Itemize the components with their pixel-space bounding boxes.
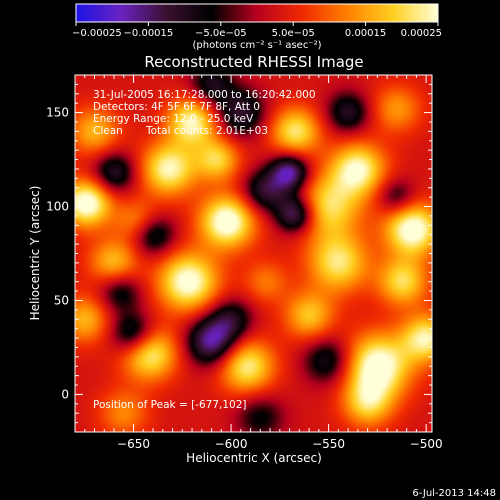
x-tick-label: −550 — [312, 437, 345, 451]
chart-title: Reconstructed RHESSI Image — [144, 53, 363, 71]
colorbar: −0.00025 −0.00015 −5.0e−05 5.0e−05 0.00015 0.… — [72, 3, 442, 51]
y-tick-label: 150 — [46, 106, 69, 120]
annotation-energy: Energy Range: 12.0 - 25.0 keV — [93, 113, 254, 125]
colorbar-tick-label: −0.00025 — [72, 28, 122, 39]
heatmap-image — [75, 75, 432, 432]
colorbar-tick-label: 5.0e−05 — [272, 28, 315, 39]
annotation-detectors: Detectors: 4F 5F 6F 7F 8F, Att 0 — [93, 101, 260, 113]
annotation-time-range: 31-Jul-2005 16:17:28.000 to 16:20:42.000 — [93, 89, 316, 101]
annotation-peak: Position of Peak = [-677,102] — [93, 399, 247, 411]
x-tick-label: −650 — [117, 437, 150, 451]
x-tick-label: −500 — [410, 437, 443, 451]
x-tick-label: −600 — [215, 437, 248, 451]
annotation-clean: Clean — [93, 125, 123, 137]
axis-ticks: −650 −600 −550 −500 0 50 100 150 — [46, 75, 443, 451]
y-axis-label: Heliocentric Y (arcsec) — [28, 186, 42, 321]
annotation-total-counts: Total counts: 2.01E+03 — [145, 125, 268, 137]
y-tick-label: 100 — [46, 200, 69, 214]
colorbar-tick-label: −0.00015 — [124, 28, 174, 39]
colorbar-ticks: −0.00025 −0.00015 −5.0e−05 5.0e−05 0.00015 0.… — [72, 22, 442, 39]
colorbar-units-label: (photons cm⁻² s⁻¹ asec⁻²) — [192, 40, 321, 51]
colorbar-gradient — [75, 3, 439, 23]
annotations: 31-Jul-2005 16:17:28.000 to 16:20:42.000… — [93, 89, 316, 411]
footer-timestamp: 6-Jul-2013 14:48 — [412, 488, 496, 499]
colorbar-tick-label: −5.0e−05 — [195, 28, 247, 39]
colorbar-tick-label: 0.00025 — [401, 28, 442, 39]
y-tick-label: 0 — [61, 387, 69, 401]
colorbar-tick-label: 0.00015 — [345, 28, 386, 39]
y-tick-label: 50 — [54, 293, 69, 307]
x-axis-label: Heliocentric X (arcsec) — [186, 451, 322, 465]
